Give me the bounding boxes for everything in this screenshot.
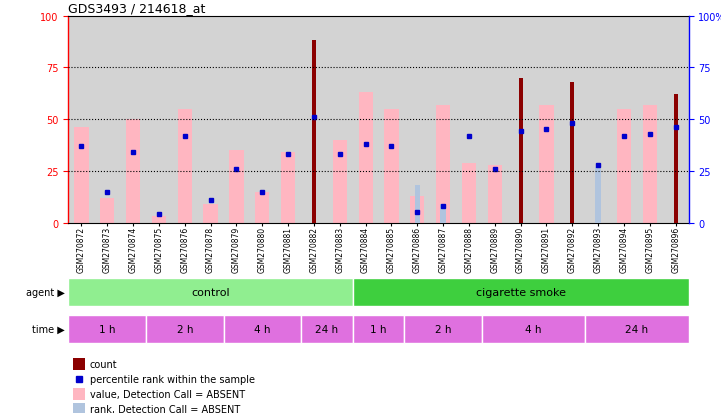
- Bar: [415, 186, 420, 223]
- Bar: [353, 316, 404, 343]
- Text: GDS3493 / 214618_at: GDS3493 / 214618_at: [68, 2, 206, 15]
- Bar: [172, 17, 198, 223]
- Text: count: count: [89, 359, 118, 369]
- Bar: [436, 105, 450, 223]
- Bar: [404, 316, 482, 343]
- Bar: [74, 388, 84, 400]
- Text: cigarette smoke: cigarette smoke: [476, 287, 565, 297]
- Bar: [126, 120, 140, 223]
- Bar: [198, 17, 224, 223]
- Text: 24 h: 24 h: [315, 324, 338, 335]
- Bar: [275, 17, 301, 223]
- Bar: [585, 316, 689, 343]
- Text: 2 h: 2 h: [435, 324, 451, 335]
- Bar: [358, 93, 373, 223]
- Text: 1 h: 1 h: [371, 324, 386, 335]
- Bar: [255, 192, 270, 223]
- Bar: [224, 17, 249, 223]
- Text: 1 h: 1 h: [99, 324, 115, 335]
- Bar: [534, 17, 559, 223]
- Bar: [487, 165, 502, 223]
- Text: 2 h: 2 h: [177, 324, 193, 335]
- Bar: [570, 83, 575, 223]
- Bar: [596, 167, 601, 223]
- Bar: [332, 140, 347, 223]
- Bar: [353, 278, 689, 306]
- Bar: [611, 17, 637, 223]
- Text: control: control: [191, 287, 230, 297]
- Bar: [327, 17, 353, 223]
- Bar: [100, 198, 115, 223]
- Bar: [585, 17, 611, 223]
- Bar: [637, 17, 663, 223]
- Bar: [74, 358, 84, 370]
- Bar: [482, 17, 508, 223]
- Bar: [462, 163, 476, 223]
- Bar: [74, 128, 89, 223]
- Bar: [177, 109, 192, 223]
- Bar: [518, 78, 523, 223]
- Bar: [229, 151, 244, 223]
- Bar: [152, 217, 166, 223]
- Bar: [353, 17, 379, 223]
- Bar: [94, 17, 120, 223]
- Bar: [617, 109, 631, 223]
- Bar: [68, 278, 353, 306]
- Bar: [301, 316, 353, 343]
- Text: rank, Detection Call = ABSENT: rank, Detection Call = ABSENT: [89, 404, 240, 413]
- Bar: [410, 196, 425, 223]
- Bar: [508, 17, 534, 223]
- Text: 4 h: 4 h: [526, 324, 541, 335]
- Bar: [539, 105, 554, 223]
- Text: time ▶: time ▶: [32, 324, 65, 335]
- Bar: [203, 204, 218, 223]
- Text: agent ▶: agent ▶: [26, 287, 65, 297]
- Bar: [146, 17, 172, 223]
- Bar: [74, 403, 84, 413]
- Bar: [441, 204, 446, 223]
- Bar: [224, 316, 301, 343]
- Bar: [673, 95, 678, 223]
- Bar: [146, 316, 224, 343]
- Bar: [559, 17, 585, 223]
- Bar: [482, 316, 585, 343]
- Text: 24 h: 24 h: [625, 324, 648, 335]
- Bar: [642, 105, 657, 223]
- Text: percentile rank within the sample: percentile rank within the sample: [89, 374, 255, 384]
- Bar: [68, 17, 94, 223]
- Bar: [120, 17, 146, 223]
- Bar: [312, 41, 316, 223]
- Bar: [249, 17, 275, 223]
- Text: 4 h: 4 h: [254, 324, 270, 335]
- Bar: [301, 17, 327, 223]
- Bar: [379, 17, 404, 223]
- Bar: [281, 153, 295, 223]
- Bar: [404, 17, 430, 223]
- Bar: [456, 17, 482, 223]
- Bar: [384, 109, 399, 223]
- Bar: [430, 17, 456, 223]
- Text: value, Detection Call = ABSENT: value, Detection Call = ABSENT: [89, 389, 244, 399]
- Bar: [663, 17, 689, 223]
- Bar: [68, 316, 146, 343]
